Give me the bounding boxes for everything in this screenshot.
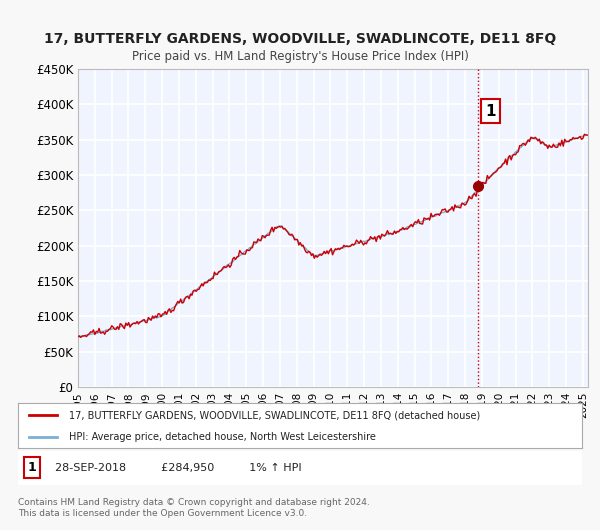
Text: 1: 1: [485, 104, 496, 119]
Text: Contains HM Land Registry data © Crown copyright and database right 2024.
This d: Contains HM Land Registry data © Crown c…: [18, 498, 370, 518]
Text: 17, BUTTERFLY GARDENS, WOODVILLE, SWADLINCOTE, DE11 8FQ: 17, BUTTERFLY GARDENS, WOODVILLE, SWADLI…: [44, 32, 556, 46]
Text: 1: 1: [28, 461, 37, 474]
Text: HPI: Average price, detached house, North West Leicestershire: HPI: Average price, detached house, Nort…: [69, 431, 376, 441]
Text: 17, BUTTERFLY GARDENS, WOODVILLE, SWADLINCOTE, DE11 8FQ (detached house): 17, BUTTERFLY GARDENS, WOODVILLE, SWADLI…: [69, 410, 480, 420]
Text: 28-SEP-2018          £284,950          1% ↑ HPI: 28-SEP-2018 £284,950 1% ↑ HPI: [55, 463, 301, 473]
Text: Price paid vs. HM Land Registry's House Price Index (HPI): Price paid vs. HM Land Registry's House …: [131, 50, 469, 64]
